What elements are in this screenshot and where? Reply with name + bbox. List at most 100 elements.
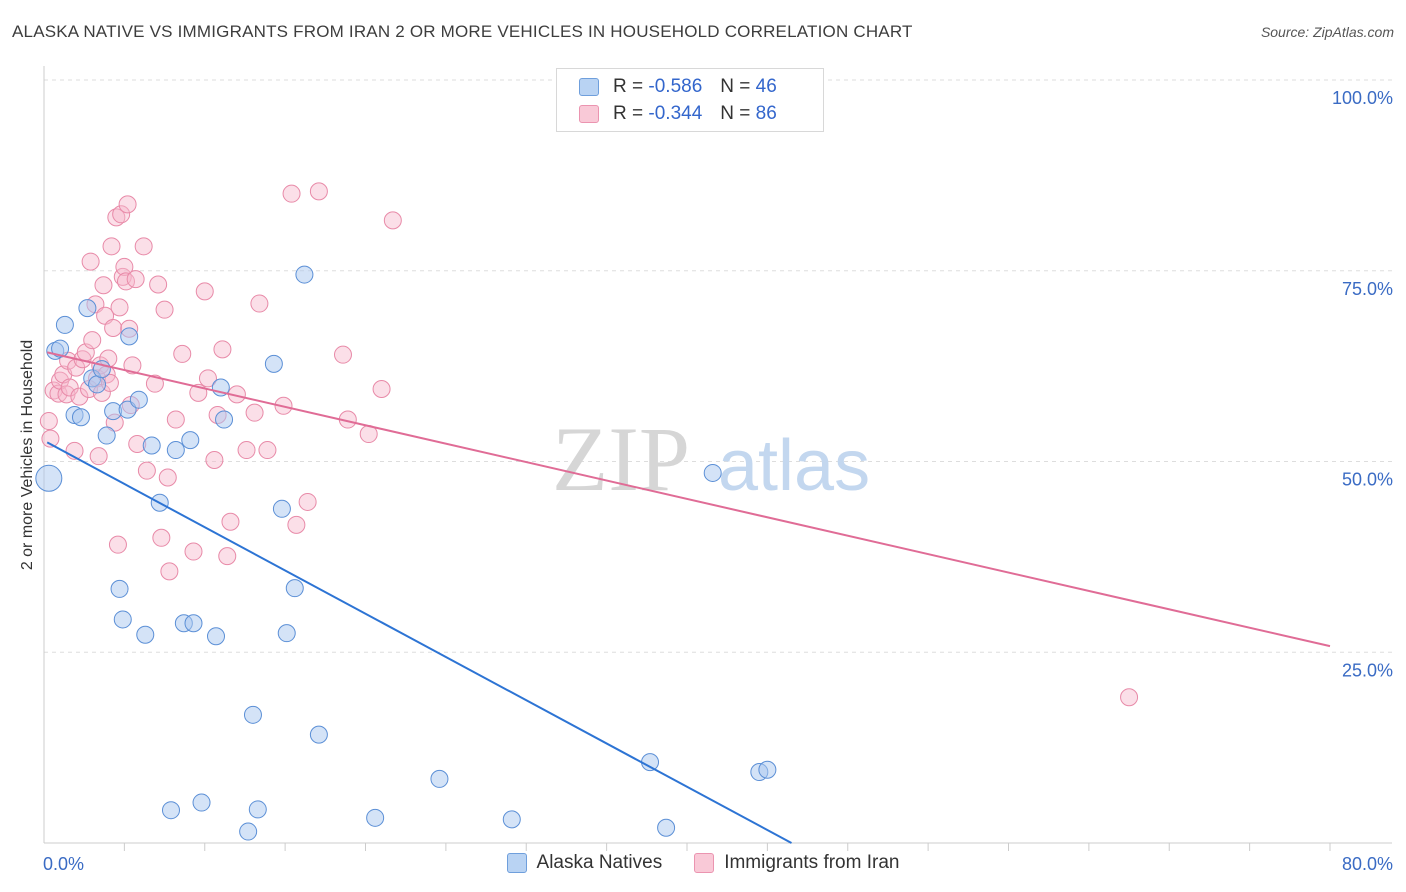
watermark-zip: ZIP	[552, 408, 690, 510]
legend-n-label: N =	[720, 76, 751, 97]
legend-n-value: 86	[755, 103, 777, 124]
alaska-point	[703, 463, 722, 482]
legend-swatch-alaska	[506, 853, 527, 873]
iran-point	[160, 562, 179, 581]
alaska-point	[641, 753, 660, 772]
alaska-point	[55, 315, 74, 334]
legend-swatch-alaska	[579, 78, 599, 96]
iran-point	[173, 344, 192, 363]
iran-point	[126, 270, 145, 289]
iran-point	[89, 447, 108, 466]
series-legend: Alaska Natives Immigrants from Iran	[0, 852, 1406, 874]
alaska-point	[248, 800, 267, 819]
trend-lines	[46, 351, 1331, 844]
iran-point	[110, 298, 129, 317]
legend-row-alaska: R = -0.586 N = 46	[579, 75, 777, 99]
correlation-legend: R = -0.586 N = 46 R = -0.344 N = 86	[556, 68, 824, 132]
iran-point	[94, 276, 113, 295]
x-tick-label: 0.0%	[43, 854, 84, 874]
legend-r-label: R =	[613, 103, 644, 124]
iran-point	[60, 378, 79, 397]
iran-point	[83, 331, 102, 350]
iran-point	[104, 318, 123, 337]
iran-point	[118, 195, 137, 214]
alaska-point	[215, 410, 234, 429]
alaska-point	[502, 810, 521, 829]
iran-point	[108, 535, 127, 554]
legend-row-iran: R = -0.344 N = 86	[579, 102, 777, 126]
legend-n-label: N =	[720, 103, 751, 124]
iran-point	[245, 403, 264, 422]
y-tick-label: 25.0%	[1342, 660, 1393, 680]
alaska-point	[120, 327, 139, 346]
y-tick-label: 100.0%	[1332, 88, 1393, 108]
iran-point	[250, 294, 269, 313]
iran-point	[149, 275, 168, 294]
alaska-point	[78, 299, 97, 318]
iran-point	[221, 512, 240, 531]
iran-point	[102, 237, 121, 256]
iran-point	[134, 237, 153, 256]
legend-swatch-iran	[579, 105, 599, 123]
iran-point	[282, 184, 301, 203]
x-tick-label: 80.0%	[1342, 854, 1393, 874]
alaska-point	[192, 793, 211, 812]
tick-labels: 25.0% 50.0% 75.0% 100.0% 0.0% 80.0%	[43, 88, 1393, 874]
iran-point	[1120, 688, 1139, 707]
iran-point	[145, 374, 164, 393]
iran-point	[309, 182, 328, 201]
alaska-point	[430, 769, 449, 788]
legend-r-value: -0.586	[648, 76, 703, 97]
iran-point	[205, 450, 224, 469]
alaska-point	[136, 625, 155, 644]
legend-item-alaska: Alaska Natives	[506, 852, 662, 874]
alaska-point	[243, 705, 262, 724]
iran-point	[107, 208, 126, 227]
alaska-point	[118, 400, 137, 419]
legend-label-iran: Immigrants from Iran	[724, 852, 900, 873]
legend-swatch-iran	[694, 853, 715, 873]
alaska-point	[277, 624, 296, 643]
iran-point	[166, 410, 185, 429]
iran-point	[112, 205, 131, 224]
alaska-point	[264, 354, 283, 373]
alaska-point	[285, 579, 304, 598]
legend-item-iran: Immigrants from Iran	[694, 852, 899, 874]
alaska-point	[657, 818, 676, 837]
gridlines	[44, 79, 1392, 653]
alaska-point	[88, 375, 107, 394]
watermark: ZIP atlas	[552, 408, 870, 510]
iran-point	[383, 211, 402, 230]
iran-point	[137, 461, 156, 480]
legend-r-label: R =	[613, 76, 644, 97]
iran-point	[287, 515, 306, 534]
alaska-point	[113, 610, 132, 629]
iran-point	[152, 528, 171, 547]
chart-title: ALASKA NATIVE VS IMMIGRANTS FROM IRAN 2 …	[12, 22, 913, 41]
iran-point	[237, 441, 256, 460]
alaska-point	[71, 408, 90, 427]
iran-point	[70, 387, 89, 406]
alaska-point	[97, 426, 116, 445]
y-tick-label: 50.0%	[1342, 470, 1393, 490]
alaska-point	[184, 614, 203, 633]
alaska-point	[309, 725, 328, 744]
iran-point	[115, 257, 134, 276]
alaska-point	[272, 499, 291, 518]
iran-point	[158, 468, 177, 487]
alaska-point	[161, 801, 180, 820]
iran-point	[372, 380, 391, 399]
alaska-point	[181, 431, 200, 450]
alaska-point	[207, 627, 226, 646]
iran-point	[123, 356, 142, 375]
iran-point	[258, 441, 277, 460]
legend-r-value: -0.344	[648, 103, 703, 124]
axes	[43, 66, 1392, 851]
alaska-point	[366, 808, 385, 827]
alaska-point	[239, 822, 258, 841]
source-label: Source: ZipAtlas.com	[1260, 24, 1394, 40]
y-tick-label: 75.0%	[1342, 279, 1393, 299]
iran-point	[184, 542, 203, 561]
iran-trend-line	[46, 351, 1331, 648]
